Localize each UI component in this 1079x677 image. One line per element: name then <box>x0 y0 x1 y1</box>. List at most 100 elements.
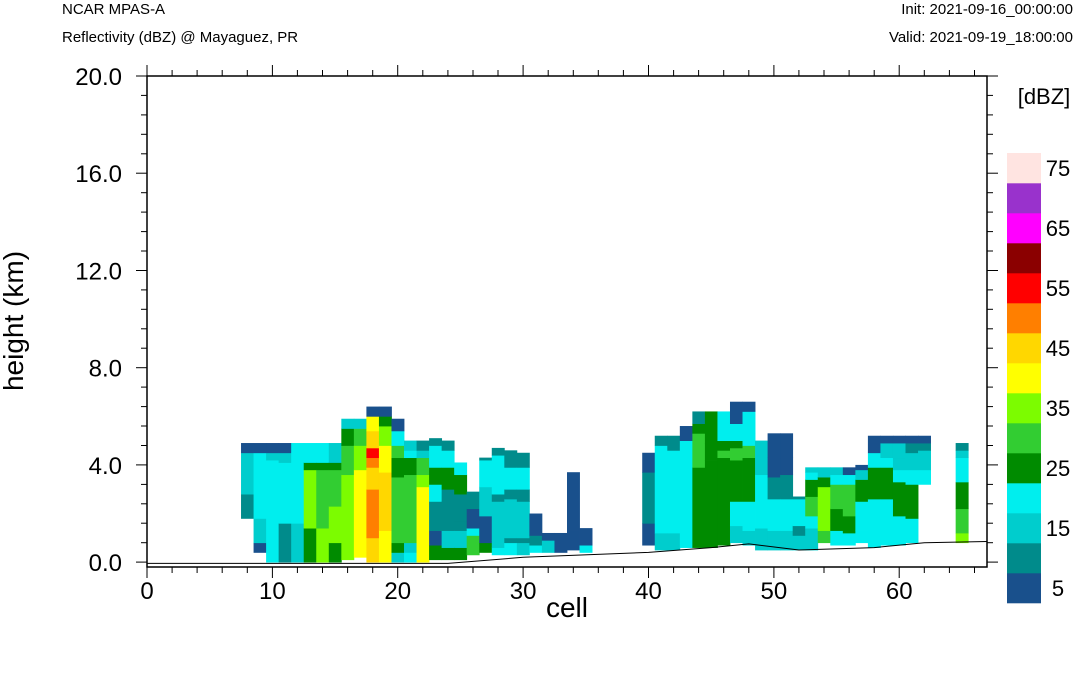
reflectivity-cell <box>729 525 743 544</box>
reflectivity-cell <box>742 445 756 459</box>
y-tick-labels: 0.0 4.0 8.0 12.0 16.0 20.0 <box>75 64 122 577</box>
reflectivity-cell <box>679 440 693 454</box>
reflectivity-cell <box>466 528 480 536</box>
reflectivity-cell <box>867 467 881 480</box>
reflectivity-cell <box>867 435 881 454</box>
reflectivity-cell <box>830 508 844 531</box>
colorbar-swatch <box>1007 303 1041 334</box>
reflectivity-cell <box>441 489 455 502</box>
reflectivity-cell <box>767 433 781 459</box>
reflectivity-cell <box>454 547 468 561</box>
reflectivity-cell <box>441 547 455 561</box>
init-time: Init: 2021-09-16_00:00:00 <box>901 1 1073 18</box>
reflectivity-cell <box>404 450 417 459</box>
reflectivity-cell <box>918 443 931 451</box>
reflectivity-cell <box>366 430 380 449</box>
reflectivity-cell <box>391 418 405 432</box>
reflectivity-cell <box>955 457 969 483</box>
reflectivity-cell <box>391 445 405 459</box>
reflectivity-cell <box>366 489 380 539</box>
reflectivity-cell <box>792 498 806 527</box>
reflectivity-cell <box>642 472 656 524</box>
reflectivity-cell <box>404 474 417 544</box>
reflectivity-cell <box>328 469 342 507</box>
reflectivity-cell <box>742 530 756 546</box>
reflectivity-cell <box>378 445 392 473</box>
reflectivity-cell <box>316 450 330 463</box>
colorbar-swatch <box>1007 513 1041 544</box>
reflectivity-cell <box>918 469 931 485</box>
colorbar-swatch <box>1007 363 1041 394</box>
reflectivity-cell <box>391 552 405 563</box>
colorbar-swatch <box>1007 543 1041 574</box>
reflectivity-cell <box>880 467 894 500</box>
reflectivity-cell <box>253 452 267 519</box>
reflectivity-cell <box>742 411 756 434</box>
reflectivity-cell <box>905 443 919 454</box>
reflectivity-cell <box>842 515 856 534</box>
reflectivity-cell <box>391 542 405 553</box>
reflectivity-cell <box>855 479 869 502</box>
reflectivity-cell <box>479 486 493 517</box>
reflectivity-cell <box>529 535 543 546</box>
colorbar-tick-label: 25 <box>1046 456 1070 481</box>
reflectivity-cell <box>241 452 254 495</box>
x-tick-labels: 0 10 20 30 40 50 60 <box>140 578 912 605</box>
reflectivity-cell <box>755 528 768 551</box>
reflectivity-cell <box>466 535 480 556</box>
reflectivity-cell <box>830 484 844 510</box>
x-tick-label: 40 <box>635 578 662 605</box>
reflectivity-cell <box>830 530 844 546</box>
reflectivity-cell <box>905 484 919 519</box>
reflectivity-cell <box>905 469 919 485</box>
reflectivity-cell <box>780 530 794 551</box>
reflectivity-cell <box>491 501 505 541</box>
reflectivity-cell <box>817 477 831 488</box>
chart-subtitle: Reflectivity (dBZ) @ Mayaguez, PR <box>62 29 299 46</box>
reflectivity-cell <box>266 460 280 563</box>
reflectivity-cell <box>892 515 906 546</box>
y-tick-label: 4.0 <box>89 453 122 480</box>
reflectivity-cell <box>454 530 468 548</box>
reflectivity-cell <box>880 443 894 459</box>
reflectivity-cell <box>491 447 505 456</box>
reflectivity-cell <box>429 501 443 531</box>
reflectivity-cell <box>717 457 731 546</box>
reflectivity-cell <box>454 520 468 531</box>
reflectivity-cell <box>328 542 342 563</box>
reflectivity-cell <box>479 460 493 488</box>
reflectivity-cell <box>955 450 969 459</box>
reflectivity-cell <box>291 443 305 454</box>
reflectivity-cell <box>692 423 706 434</box>
reflectivity-cell <box>504 489 518 500</box>
reflectivity-cell <box>918 435 931 444</box>
reflectivity-cell <box>541 532 555 541</box>
reflectivity-cell <box>529 513 543 536</box>
reflectivity-cell <box>692 433 706 468</box>
reflectivity-cell <box>253 443 267 454</box>
reflectivity-cell <box>780 498 794 531</box>
reflectivity-cell <box>892 481 906 517</box>
colorbar-swatch <box>1007 273 1041 304</box>
reflectivity-cell <box>429 484 443 502</box>
reflectivity-cell <box>892 457 906 471</box>
x-axis-label: cell <box>546 592 588 623</box>
reflectivity-cell <box>842 484 856 517</box>
reflectivity-cell <box>328 506 342 544</box>
reflectivity-cell <box>905 452 919 471</box>
reflectivity-cell <box>341 523 355 561</box>
reflectivity-cells <box>241 401 969 563</box>
colorbar-tick-label: 55 <box>1046 276 1070 301</box>
reflectivity-cell <box>742 457 756 502</box>
reflectivity-cell <box>429 530 443 546</box>
reflectivity-cell <box>729 401 743 424</box>
reflectivity-cell <box>454 494 468 522</box>
reflectivity-cell <box>755 440 768 476</box>
reflectivity-cell <box>817 530 831 544</box>
colorbar-swatch <box>1007 333 1041 364</box>
reflectivity-cell <box>729 460 743 502</box>
reflectivity-cell <box>366 457 380 468</box>
reflectivity-cell <box>241 494 254 519</box>
reflectivity-cell <box>729 447 743 461</box>
reflectivity-cell <box>704 460 718 548</box>
